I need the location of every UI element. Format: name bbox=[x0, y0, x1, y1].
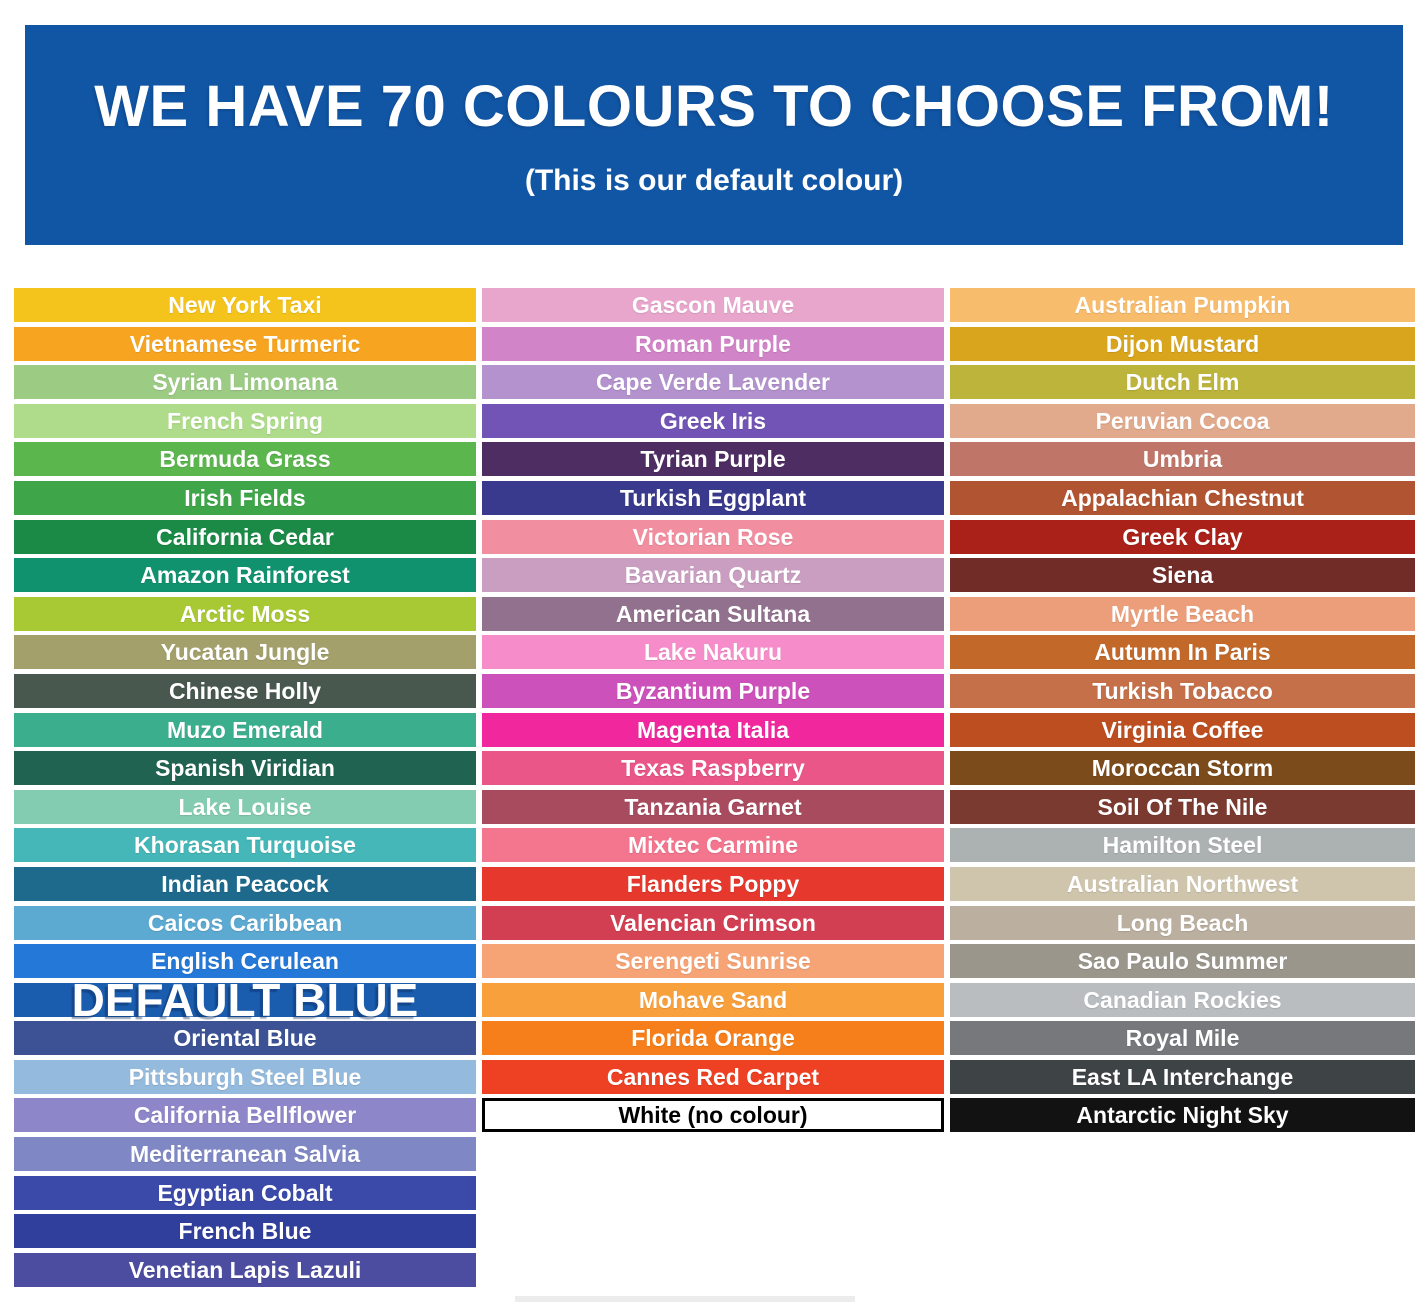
colour-swatch-french-blue: French Blue bbox=[14, 1214, 476, 1249]
colour-swatch-new-york-taxi: New York Taxi bbox=[14, 288, 476, 322]
colour-swatch-lake-nakuru: Lake Nakuru bbox=[482, 635, 944, 670]
header-banner: WE HAVE 70 COLOURS TO CHOOSE FROM! (This… bbox=[25, 25, 1403, 245]
colour-swatch-syrian-limonana: Syrian Limonana bbox=[14, 365, 476, 400]
colour-swatch-magenta-italia: Magenta Italia bbox=[482, 712, 944, 747]
page-subtitle: (This is our default colour) bbox=[524, 163, 904, 197]
colour-swatch-appalachian-chestnut: Appalachian Chestnut bbox=[950, 480, 1415, 515]
colour-swatch-peruvian-cocoa: Peruvian Cocoa bbox=[950, 403, 1415, 438]
colour-swatch-tanzania-garnet: Tanzania Garnet bbox=[482, 789, 944, 824]
colour-swatch-california-cedar: California Cedar bbox=[14, 519, 476, 554]
colour-swatch-mediterranean-salvia: Mediterranean Salvia bbox=[14, 1137, 476, 1172]
colour-swatch-lake-louise: Lake Louise bbox=[14, 789, 476, 824]
colour-swatch-english-cerulean: English Cerulean bbox=[14, 944, 476, 979]
colour-swatch-cannes-red-carpet: Cannes Red Carpet bbox=[482, 1059, 944, 1094]
colour-swatch-spanish-viridian: Spanish Viridian bbox=[14, 751, 476, 786]
colour-swatch-valencian-crimson: Valencian Crimson bbox=[482, 905, 944, 940]
colour-swatch-indian-peacock: Indian Peacock bbox=[14, 866, 476, 901]
colour-swatch-french-spring: French Spring bbox=[14, 403, 476, 438]
colour-swatch-bermuda-grass: Bermuda Grass bbox=[14, 442, 476, 477]
colour-swatch-soil-of-the-nile: Soil Of The Nile bbox=[950, 789, 1415, 824]
colour-swatch-myrtle-beach: Myrtle Beach bbox=[950, 596, 1415, 631]
colour-swatch-oriental-blue: Oriental Blue bbox=[14, 1021, 476, 1056]
colour-swatch-egyptian-cobalt: Egyptian Cobalt bbox=[14, 1175, 476, 1210]
colour-swatch-turkish-eggplant: Turkish Eggplant bbox=[482, 480, 944, 515]
colour-swatch-florida-orange: Florida Orange bbox=[482, 1021, 944, 1056]
colour-swatch-yucatan-jungle: Yucatan Jungle bbox=[14, 635, 476, 670]
colour-swatch-siena: Siena bbox=[950, 558, 1415, 593]
colour-swatch-california-bellflower: California Bellflower bbox=[14, 1098, 476, 1133]
colour-swatch-dutch-elm: Dutch Elm bbox=[950, 365, 1415, 400]
colour-swatch-american-sultana: American Sultana bbox=[482, 596, 944, 631]
colour-swatch-sao-paulo-summer: Sao Paulo Summer bbox=[950, 944, 1415, 979]
colour-swatch-canadian-rockies: Canadian Rockies bbox=[950, 982, 1415, 1017]
colour-swatch-virginia-coffee: Virginia Coffee bbox=[950, 712, 1415, 747]
colour-swatch-flanders-poppy: Flanders Poppy bbox=[482, 866, 944, 901]
colour-swatch-antarctic-night-sky: Antarctic Night Sky bbox=[950, 1098, 1415, 1133]
colour-swatch-long-beach: Long Beach bbox=[950, 905, 1415, 940]
colour-swatch-mohave-sand: Mohave Sand bbox=[482, 982, 944, 1017]
colour-swatch-amazon-rainforest: Amazon Rainforest bbox=[14, 558, 476, 593]
colour-swatch-greek-clay: Greek Clay bbox=[950, 519, 1415, 554]
colour-swatch-default-blue: DEFAULT BLUE bbox=[14, 977, 476, 1023]
colour-swatch-australian-northwest: Australian Northwest bbox=[950, 866, 1415, 901]
colour-swatch-royal-mile: Royal Mile bbox=[950, 1021, 1415, 1056]
colour-swatch-pittsburgh-steel-blue: Pittsburgh Steel Blue bbox=[14, 1059, 476, 1094]
cropped-text-artifact bbox=[515, 1296, 855, 1302]
colour-swatch-texas-raspberry: Texas Raspberry bbox=[482, 751, 944, 786]
colour-swatch-serengeti-sunrise: Serengeti Sunrise bbox=[482, 944, 944, 979]
colour-swatch-greek-iris: Greek Iris bbox=[482, 403, 944, 438]
colour-swatch-vietnamese-turmeric: Vietnamese Turmeric bbox=[14, 326, 476, 361]
colour-column-1: New York Taxi Vietnamese Turmeric Syrian L… bbox=[14, 288, 476, 1287]
colour-swatch-dijon-mustard: Dijon Mustard bbox=[950, 326, 1415, 361]
colour-column-2: Gascon Mauve Roman Purple Cape Verde Laven… bbox=[482, 288, 944, 1133]
colour-swatch-east-la-interchange: East LA Interchange bbox=[950, 1059, 1415, 1094]
colour-swatch-moroccan-storm: Moroccan Storm bbox=[950, 751, 1415, 786]
colour-swatch-caicos-caribbean: Caicos Caribbean bbox=[14, 905, 476, 940]
colour-swatch-khorasan-turquoise: Khorasan Turquoise bbox=[14, 828, 476, 863]
colour-swatch-muzo-emerald: Muzo Emerald bbox=[14, 712, 476, 747]
colour-swatch-gascon-mauve: Gascon Mauve bbox=[482, 288, 944, 322]
colour-swatch-irish-fields: Irish Fields bbox=[14, 480, 476, 515]
colour-swatch-hamilton-steel: Hamilton Steel bbox=[950, 828, 1415, 863]
colour-swatch-tyrian-purple: Tyrian Purple bbox=[482, 442, 944, 477]
colour-swatch-roman-purple: Roman Purple bbox=[482, 326, 944, 361]
colour-swatch-autumn-in-paris: Autumn In Paris bbox=[950, 635, 1415, 670]
colour-swatch-venetian-lapis-lazuli: Venetian Lapis Lazuli bbox=[14, 1252, 476, 1287]
colour-swatch-australian-pumpkin: Australian Pumpkin bbox=[950, 288, 1415, 322]
colour-column-3: Australian Pumpkin Dijon Mustard Dutch Elm… bbox=[950, 288, 1415, 1133]
colour-swatch-cape-verde-lavender: Cape Verde Lavender bbox=[482, 365, 944, 400]
colour-swatch-arctic-moss: Arctic Moss bbox=[14, 596, 476, 631]
colour-swatch-white-no-colour-: White (no colour) bbox=[482, 1098, 944, 1133]
page-title: WE HAVE 70 COLOURS TO CHOOSE FROM! bbox=[94, 73, 1334, 139]
colour-swatch-bavarian-quartz: Bavarian Quartz bbox=[482, 558, 944, 593]
colour-swatch-umbria: Umbria bbox=[950, 442, 1415, 477]
colour-swatch-byzantium-purple: Byzantium Purple bbox=[482, 673, 944, 708]
colour-swatch-victorian-rose: Victorian Rose bbox=[482, 519, 944, 554]
colour-swatch-mixtec-carmine: Mixtec Carmine bbox=[482, 828, 944, 863]
colour-swatch-turkish-tobacco: Turkish Tobacco bbox=[950, 673, 1415, 708]
colour-swatch-chinese-holly: Chinese Holly bbox=[14, 673, 476, 708]
